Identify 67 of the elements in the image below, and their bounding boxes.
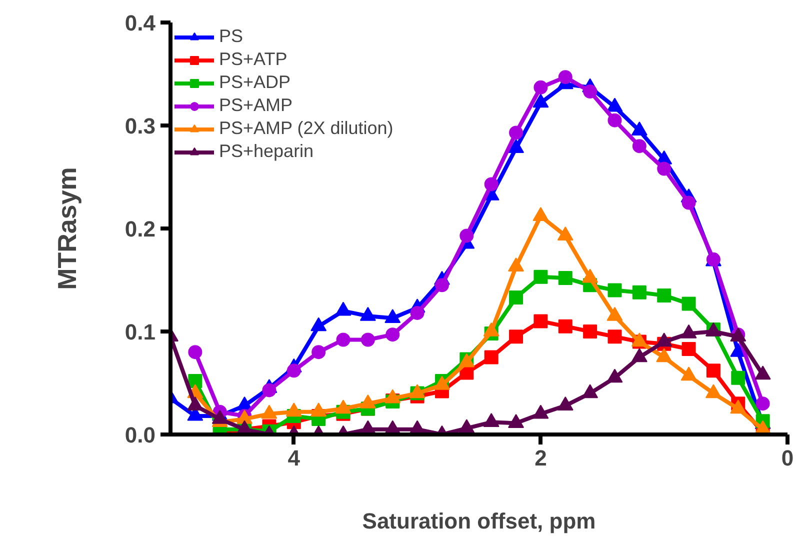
point [754,366,771,380]
point [483,412,500,427]
point [557,226,574,241]
legend-label: PS+AMP (2X dilution) [219,118,394,139]
x-tick-label: 2 [534,446,547,470]
point [335,400,352,414]
x-axis-title: Saturation offset, ppm [362,508,596,534]
point [509,126,524,140]
point [458,419,475,434]
point [310,402,327,417]
point [212,410,228,424]
point [532,404,549,419]
point [483,322,500,336]
legend-label: PS+AMP [219,95,293,116]
point [558,319,572,334]
point [310,317,327,332]
point [657,288,672,302]
point [335,302,352,316]
point [434,278,449,292]
point [384,308,401,323]
point [534,80,548,94]
point [508,414,524,428]
point [730,400,746,414]
legend-label: PS [219,26,244,47]
point [508,257,524,272]
point [680,366,697,381]
x-tick-label: 4 [288,446,301,470]
point [582,268,598,283]
point [460,228,474,243]
point [682,196,696,210]
point [534,270,548,284]
x-tick-label: 0 [781,446,794,470]
point [187,396,204,410]
point [608,283,622,298]
point [682,296,696,311]
y-tick-label: 0.4 [124,10,156,36]
point [384,389,401,404]
point [583,84,598,98]
point [558,70,572,84]
legend-label: PS+heparin [219,141,314,162]
point [261,404,278,419]
point [286,402,302,417]
point [360,306,376,321]
point [606,306,623,321]
point [705,384,722,398]
point [657,162,672,176]
point [632,285,646,300]
point [608,113,622,128]
point [410,306,424,320]
point [484,177,498,192]
y-tick-label: 0.3 [124,114,156,138]
point [656,332,672,347]
point [606,368,623,383]
point [632,139,646,154]
point [557,396,574,410]
y-tick-label: 0.0 [124,422,156,448]
point [656,348,672,362]
y-axis-title: MTRasym [52,167,82,290]
y-tick-label: 0.1 [124,320,156,344]
point [582,384,598,398]
legend-label: PS+ATP [219,49,288,70]
point [360,394,376,408]
legend-label: PS+ADP [219,72,291,93]
point [558,270,572,285]
point [680,324,697,338]
y-tick-label: 0.2 [124,216,156,242]
point [631,348,648,362]
